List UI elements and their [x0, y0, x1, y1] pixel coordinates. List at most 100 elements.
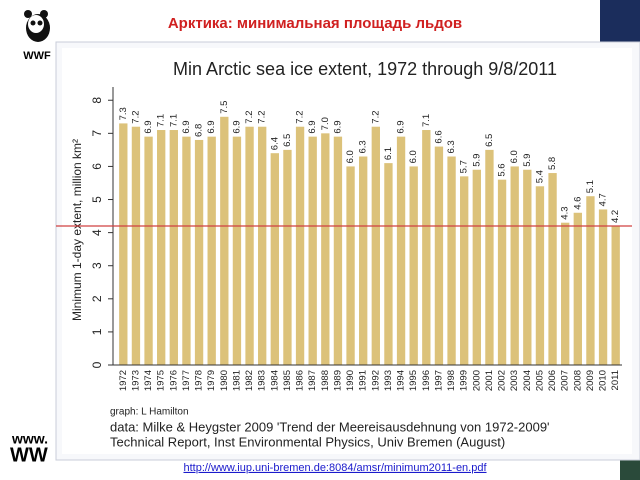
bar — [157, 130, 166, 365]
x-tick-label: 1991 — [358, 370, 369, 391]
x-tick-label: 1993 — [383, 370, 394, 391]
bar — [497, 179, 507, 365]
x-tick-label: 2008 — [572, 370, 583, 391]
value-label: 7.2 — [257, 110, 268, 123]
x-tick-label: 1978 — [194, 370, 205, 391]
source-link[interactable]: http://www.iup.uni-bremen.de:8084/amsr/m… — [183, 462, 487, 474]
x-tick-label: 1988 — [320, 370, 331, 391]
bar — [182, 136, 191, 365]
bar — [460, 176, 469, 365]
value-label: 5.9 — [522, 154, 533, 167]
bar — [245, 126, 254, 365]
bar — [396, 136, 406, 365]
bar — [384, 163, 393, 365]
bar — [472, 169, 481, 365]
x-tick-label: 2002 — [497, 370, 508, 391]
value-label: 7.2 — [295, 110, 306, 123]
bar — [308, 136, 317, 365]
value-label: 7.2 — [370, 110, 381, 123]
bar — [258, 126, 267, 365]
bar — [409, 166, 418, 365]
x-tick-label: 2010 — [598, 370, 609, 391]
bar — [232, 136, 242, 365]
x-tick-label: 1985 — [282, 370, 293, 391]
logo-text: WWF — [23, 50, 51, 62]
x-tick-label: 1972 — [118, 370, 129, 391]
y-tick-label: 5 — [90, 196, 104, 203]
value-label: 6.9 — [231, 120, 242, 133]
bar — [371, 126, 380, 365]
x-tick-label: 1992 — [370, 370, 381, 391]
y-tick-label: 0 — [90, 361, 104, 368]
x-tick-label: 2007 — [560, 370, 571, 391]
bar — [434, 146, 444, 365]
value-label: 6.6 — [433, 130, 444, 143]
x-tick-label: 1983 — [257, 370, 268, 391]
bar — [119, 123, 128, 366]
x-tick-label: 1998 — [446, 370, 457, 391]
bar — [510, 166, 519, 365]
note: data: Milke & Heygster 2009 'Trend der M… — [110, 419, 550, 434]
value-label: 6.9 — [206, 120, 217, 133]
value-label: 6.4 — [269, 137, 280, 150]
value-label: 5.8 — [547, 157, 558, 170]
slide-title: Арктика: минимальная площадь льдов — [168, 15, 462, 32]
value-label: 4.6 — [572, 197, 583, 210]
y-tick-label: 4 — [90, 229, 104, 236]
value-label: 6.0 — [408, 150, 419, 163]
x-tick-label: 2001 — [484, 370, 495, 391]
x-tick-label: 2004 — [522, 370, 533, 391]
value-label: 7.2 — [244, 110, 255, 123]
bar — [270, 153, 279, 365]
value-label: 6.0 — [345, 150, 356, 163]
wwf-logo — [24, 10, 50, 42]
bar — [220, 116, 229, 366]
bar — [447, 156, 456, 365]
bar — [333, 136, 343, 365]
bar — [523, 169, 532, 365]
x-tick-label: 2005 — [534, 370, 545, 391]
value-label: 6.9 — [396, 120, 407, 133]
y-tick-label: 1 — [90, 328, 104, 335]
note: Technical Report, Inst Environmental Phy… — [110, 434, 505, 449]
value-label: 7.0 — [320, 117, 331, 130]
value-label: 5.7 — [459, 160, 470, 173]
y-tick-label: 7 — [90, 130, 104, 137]
x-tick-label: 1999 — [459, 370, 470, 391]
value-label: 6.3 — [446, 140, 457, 153]
value-label: 6.3 — [358, 140, 369, 153]
value-label: 6.9 — [143, 120, 154, 133]
bar — [548, 173, 557, 365]
x-tick-label: 2000 — [471, 370, 482, 391]
x-tick-label: 1984 — [269, 370, 280, 391]
x-tick-label: 1975 — [156, 370, 167, 391]
bar — [321, 133, 330, 365]
x-tick-label: 1987 — [307, 370, 318, 391]
value-label: 5.6 — [497, 163, 508, 176]
value-label: 6.8 — [194, 124, 205, 137]
value-label: 5.9 — [471, 154, 482, 167]
x-tick-label: 1981 — [231, 370, 242, 391]
x-tick-label: 1982 — [244, 370, 255, 391]
bar — [598, 209, 608, 365]
bar — [283, 149, 292, 365]
value-label: 5.4 — [534, 170, 545, 183]
bar — [359, 156, 368, 365]
value-label: 6.5 — [282, 134, 293, 147]
value-label: 6.0 — [509, 150, 520, 163]
value-label: 5.1 — [585, 180, 596, 193]
value-label: 6.1 — [383, 147, 394, 160]
y-tick-label: 3 — [90, 262, 104, 269]
value-label: 7.2 — [130, 110, 141, 123]
x-tick-label: 1990 — [345, 370, 356, 391]
bar — [346, 166, 355, 365]
value-label: 7.5 — [219, 101, 230, 114]
corner-image — [600, 0, 640, 42]
x-tick-label: 1994 — [396, 370, 407, 391]
x-tick-label: 1980 — [219, 370, 230, 391]
y-tick-label: 6 — [90, 163, 104, 170]
x-tick-label: 2003 — [509, 370, 520, 391]
x-tick-label: 1974 — [143, 370, 154, 391]
